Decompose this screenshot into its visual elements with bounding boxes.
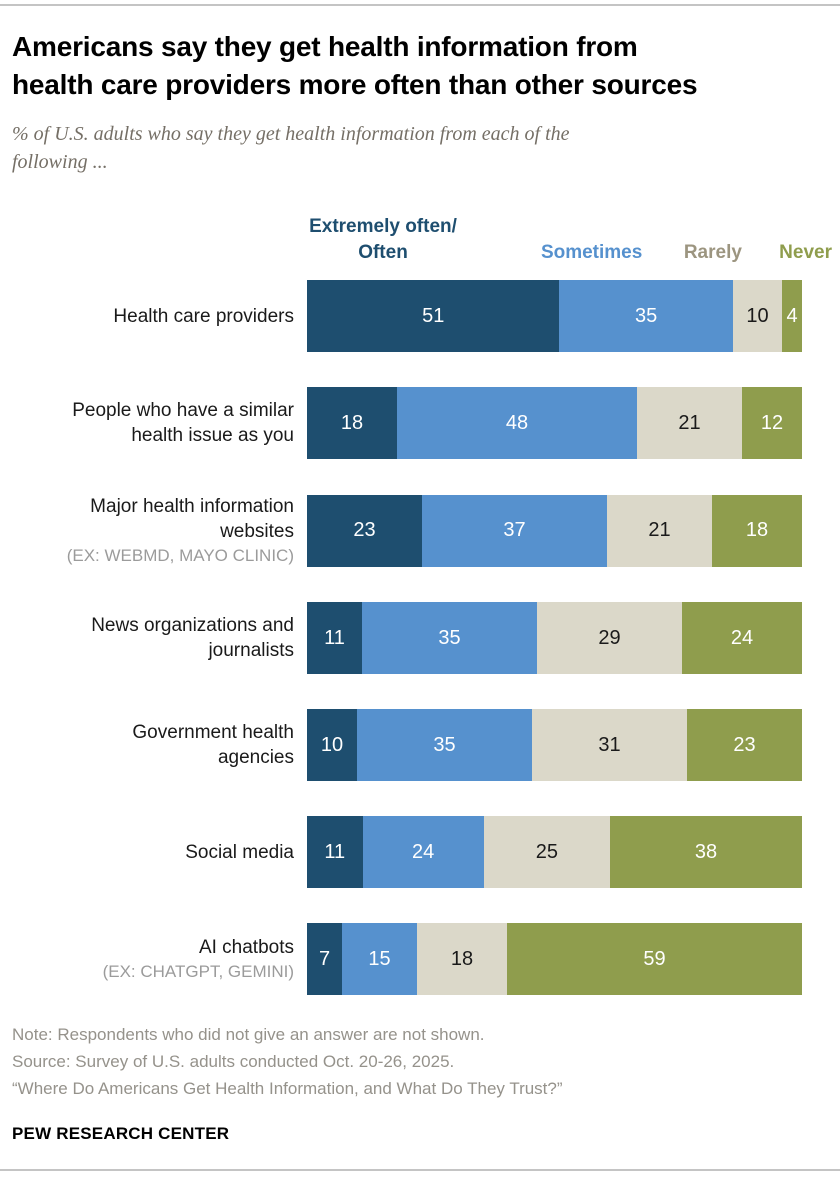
bar-segment-sometimes: 35 (357, 709, 532, 781)
category-sublabel-text: (EX: CHATGPT, GEMINI) (102, 962, 294, 981)
bar-segment-extremely-often-often: 10 (307, 709, 357, 781)
footer-note: Note: Respondents who did not give an an… (12, 1025, 485, 1044)
bar-segment-never: 4 (782, 280, 802, 352)
bar-segment-rarely: 29 (537, 602, 682, 674)
chart-row: Major health information websites (EX: WE… (12, 494, 802, 567)
legend-often-line-1: Extremely often/ (309, 216, 457, 237)
chart-row: AI chatbots (EX: CHATGPT, GEMINI) 7 15 18 59 (12, 923, 802, 995)
category-label-text: Major health information websites (90, 496, 294, 542)
bottom-divider (0, 1169, 840, 1171)
bar-segment-rarely: 21 (607, 494, 712, 567)
stacked-bar: 7 15 18 59 (307, 923, 802, 995)
stacked-bar: 51 35 10 4 (307, 280, 802, 352)
bar-segment-sometimes: 35 (362, 602, 537, 674)
category-label-text: Government health agencies (132, 722, 294, 768)
category-label: AI chatbots (EX: CHATGPT, GEMINI) (12, 923, 307, 995)
bar-segment-sometimes: 48 (397, 387, 637, 459)
bar-segment-extremely-often-often: 11 (307, 602, 362, 674)
bar-segment-never: 59 (507, 923, 802, 995)
stacked-bar: 23 37 21 18 (307, 494, 802, 567)
bar-segment-never: 18 (712, 494, 802, 567)
chart-footer: Note: Respondents who did not give an an… (12, 1021, 802, 1102)
stacked-bar: 11 35 29 24 (307, 602, 802, 674)
category-label-text: Health care providers (113, 305, 294, 327)
subtitle-line-1: % of U.S. adults who say they get health… (12, 123, 570, 145)
bar-segment-rarely: 25 (483, 816, 611, 888)
footer-source: Source: Survey of U.S. adults conducted … (12, 1052, 455, 1071)
stacked-bar: 10 35 31 23 (307, 709, 802, 781)
bar-segment-extremely-often-often: 23 (307, 494, 422, 567)
bar-segment-sometimes: 35 (559, 280, 733, 352)
stacked-bar: 11 24 25 38 (307, 816, 802, 888)
title-line-2: health care providers more often than ot… (12, 69, 698, 100)
bar-segment-extremely-often-often: 51 (307, 280, 560, 352)
footer-report-title: “Where Do Americans Get Health Informati… (12, 1079, 563, 1098)
legend-sometimes: Sometimes (540, 242, 643, 263)
category-label: Health care providers (12, 280, 307, 352)
bar-segment-rarely: 10 (732, 280, 783, 352)
bar-segment-extremely-often-often: 7 (307, 923, 342, 995)
stacked-bar: 18 48 21 12 (307, 387, 802, 459)
category-label: Major health information websites (EX: WE… (12, 494, 307, 567)
chart-legend: Extremely often/ Often Sometimes Rarely … (307, 210, 832, 266)
title-line-1: Americans say they get health informatio… (12, 31, 638, 62)
chart-row: Government health agencies 10 35 31 23 (12, 709, 802, 781)
chart-card: Americans say they get health informatio… (12, 28, 832, 1143)
bar-segment-never: 38 (610, 816, 802, 888)
bar-segment-sometimes: 15 (342, 923, 417, 995)
bar-segment-never: 24 (682, 602, 802, 674)
page-title: Americans say they get health informatio… (12, 28, 802, 104)
chart-row: People who have a similar health issue a… (12, 387, 802, 459)
top-divider (0, 4, 840, 6)
bar-segment-never: 23 (687, 709, 802, 781)
legend-rarely: Rarely (683, 242, 742, 263)
legend-often-line-2: Often (358, 242, 408, 263)
chart-row: Social media 11 24 25 38 (12, 816, 802, 888)
category-label-text: AI chatbots (198, 937, 294, 958)
category-label-text: Social media (185, 841, 294, 863)
category-label: Government health agencies (12, 709, 307, 781)
category-sublabel-text: (EX: WEBMD, MAYO CLINIC) (66, 546, 294, 565)
category-label: Social media (12, 816, 307, 888)
bar-segment-sometimes: 37 (422, 494, 607, 567)
bar-segment-never: 12 (742, 387, 802, 459)
chart-subtitle: % of U.S. adults who say they get health… (12, 120, 802, 176)
chart-row: Health care providers 51 35 10 4 (12, 280, 802, 352)
bar-segment-rarely: 18 (417, 923, 507, 995)
category-label-text: News organizations and journalists (91, 615, 294, 661)
category-label: People who have a similar health issue a… (12, 387, 307, 459)
bar-segment-extremely-often-often: 18 (307, 387, 397, 459)
brand-pew-research-center: PEW RESEARCH CENTER (12, 1124, 230, 1143)
chart-row: News organizations and journalists 11 35 29… (12, 602, 802, 674)
subtitle-line-2: following ... (12, 151, 108, 173)
legend-often: Extremely often/ Often (309, 214, 457, 266)
category-label-text: People who have a similar health issue a… (72, 400, 294, 446)
bar-segment-rarely: 21 (637, 387, 742, 459)
bar-segment-sometimes: 24 (362, 816, 484, 888)
bar-segment-extremely-often-often: 11 (307, 816, 363, 888)
bar-segment-rarely: 31 (532, 709, 687, 781)
legend-never: Never (779, 242, 832, 263)
stacked-bar-chart: Health care providers 51 35 10 4 People who h… (12, 280, 802, 995)
category-label: News organizations and journalists (12, 602, 307, 674)
